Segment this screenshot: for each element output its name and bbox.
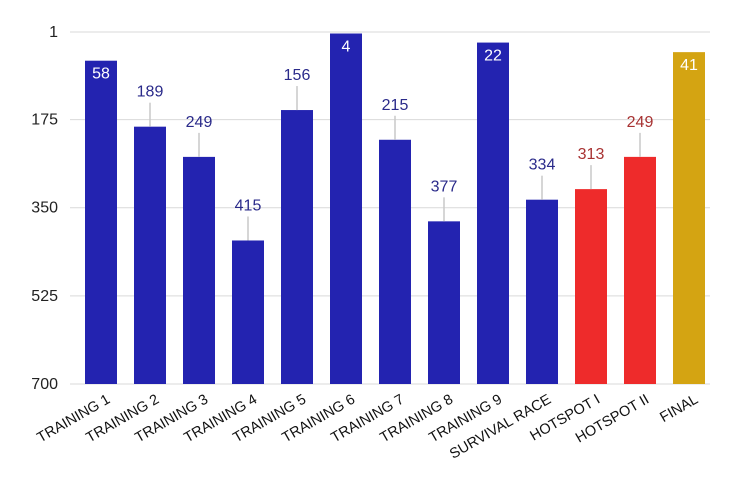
data-label: 4 <box>342 39 351 56</box>
bars <box>85 33 705 385</box>
x-tick-label: FINAL <box>657 392 701 426</box>
bar <box>379 139 411 384</box>
bar <box>232 240 264 384</box>
bar <box>428 221 460 384</box>
data-label: 415 <box>235 197 262 214</box>
bar <box>575 189 607 384</box>
data-label: 334 <box>529 157 556 174</box>
y-tick-label: 525 <box>31 288 58 305</box>
data-label: 249 <box>186 114 213 131</box>
bar <box>624 156 656 384</box>
data-label: 249 <box>627 114 654 131</box>
data-label: 22 <box>484 48 502 65</box>
data-label: 156 <box>284 67 311 84</box>
bar <box>526 199 558 384</box>
data-label: 313 <box>578 146 605 163</box>
data-label: 377 <box>431 178 458 195</box>
bar <box>85 60 117 385</box>
bar <box>281 110 313 384</box>
y-tick-label: 1 <box>49 24 58 41</box>
bar <box>477 42 509 385</box>
bar <box>183 156 215 384</box>
data-labels: 58 189 249 415 156 4 215 377 22 334 313 249 41 <box>92 39 698 241</box>
data-label: 58 <box>92 66 110 83</box>
bar <box>330 33 362 384</box>
y-tick-label: 700 <box>31 376 58 393</box>
data-label: 189 <box>137 84 164 101</box>
y-tick-label: 175 <box>31 112 58 129</box>
bar <box>673 52 705 384</box>
data-label: 215 <box>382 97 409 114</box>
data-label: 41 <box>680 57 698 74</box>
y-axis: 1 175 350 525 700 <box>31 24 58 393</box>
y-tick-label: 350 <box>31 200 58 217</box>
bar <box>134 126 166 384</box>
